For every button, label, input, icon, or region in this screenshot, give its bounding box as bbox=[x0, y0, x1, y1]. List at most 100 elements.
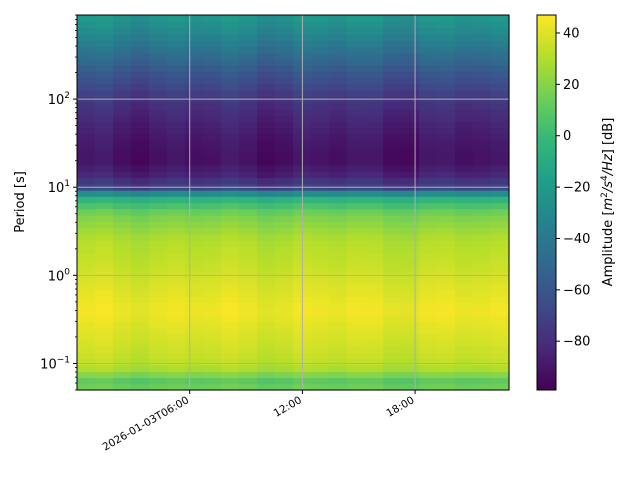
heatmap-cell bbox=[329, 83, 348, 91]
heatmap-cell bbox=[365, 21, 384, 29]
heatmap-cell bbox=[221, 227, 240, 235]
heatmap-cell bbox=[455, 83, 474, 91]
heatmap-cell bbox=[221, 252, 240, 260]
heatmap-cell bbox=[167, 158, 186, 166]
heatmap-cell bbox=[95, 102, 114, 110]
heatmap-cell bbox=[185, 52, 204, 60]
heatmap-cell bbox=[257, 102, 276, 110]
heatmap-cell bbox=[419, 352, 438, 360]
colorbar-label-prefix: Amplitude [ bbox=[601, 210, 616, 286]
heatmap-cell bbox=[311, 221, 330, 229]
heatmap-cell bbox=[311, 208, 330, 216]
heatmap-cell bbox=[311, 146, 330, 154]
heatmap-cell bbox=[257, 265, 276, 272]
heatmap-cell bbox=[347, 52, 366, 60]
heatmap-cell bbox=[455, 271, 474, 279]
heatmap-cell bbox=[275, 346, 294, 354]
heatmap-cell bbox=[257, 283, 276, 291]
heatmap-cell bbox=[149, 208, 168, 216]
heatmap-cell bbox=[401, 227, 420, 235]
heatmap-cell bbox=[131, 65, 150, 72]
heatmap-cell bbox=[239, 33, 258, 41]
heatmap-cell bbox=[131, 15, 150, 22]
heatmap-cell bbox=[257, 233, 276, 241]
heatmap-cell bbox=[77, 371, 96, 379]
heatmap-cell bbox=[239, 271, 258, 279]
heatmap-cell bbox=[221, 383, 240, 391]
heatmap-cell bbox=[257, 302, 276, 310]
heatmap-cell bbox=[257, 27, 276, 35]
heatmap-cell bbox=[455, 33, 474, 41]
heatmap-cell bbox=[383, 383, 402, 391]
heatmap-cell bbox=[473, 383, 492, 391]
heatmap-cell bbox=[239, 146, 258, 154]
heatmap-cell bbox=[149, 77, 168, 85]
heatmap-cell bbox=[113, 196, 132, 204]
heatmap-cell bbox=[149, 333, 168, 341]
heatmap-cell bbox=[185, 208, 204, 216]
heatmap-cell bbox=[131, 165, 150, 172]
heatmap-cell bbox=[491, 65, 510, 72]
heatmap-cell bbox=[185, 240, 204, 247]
heatmap-cell bbox=[437, 233, 456, 241]
heatmap-cell bbox=[167, 202, 186, 210]
heatmap-cell bbox=[239, 215, 258, 222]
heatmap-cell bbox=[113, 83, 132, 91]
heatmap-cell bbox=[491, 352, 510, 360]
heatmap-cell bbox=[365, 115, 384, 122]
heatmap-cell bbox=[149, 133, 168, 141]
heatmap-cell bbox=[365, 202, 384, 210]
heatmap-cell bbox=[239, 58, 258, 66]
heatmap-cell bbox=[95, 202, 114, 210]
heatmap-cell bbox=[77, 233, 96, 241]
heatmap-cell bbox=[347, 58, 366, 66]
heatmap-cell bbox=[365, 258, 384, 266]
heatmap-cell bbox=[275, 71, 294, 79]
heatmap-cell bbox=[347, 258, 366, 266]
heatmap-cell bbox=[77, 296, 96, 304]
heatmap-cell bbox=[365, 190, 384, 197]
heatmap-cell bbox=[257, 296, 276, 304]
heatmap-cell bbox=[221, 190, 240, 197]
heatmap-cell bbox=[77, 346, 96, 354]
heatmap-cell bbox=[365, 127, 384, 135]
heatmap-cell bbox=[347, 71, 366, 79]
heatmap-cell bbox=[221, 96, 240, 104]
heatmap-cell bbox=[113, 321, 132, 329]
heatmap-cell bbox=[491, 40, 510, 47]
heatmap-cell bbox=[419, 240, 438, 247]
heatmap-cell bbox=[329, 58, 348, 66]
heatmap-cell bbox=[473, 283, 492, 291]
heatmap-cell bbox=[437, 296, 456, 304]
heatmap-cell bbox=[167, 383, 186, 391]
heatmap-cell bbox=[437, 90, 456, 97]
heatmap-cell bbox=[365, 290, 384, 297]
heatmap-cell bbox=[131, 327, 150, 335]
heatmap-cell bbox=[149, 340, 168, 347]
heatmap-cell bbox=[329, 302, 348, 310]
heatmap-cell bbox=[77, 15, 96, 22]
heatmap-cell bbox=[167, 152, 186, 160]
heatmap-cell bbox=[203, 283, 222, 291]
heatmap-cell bbox=[275, 77, 294, 85]
heatmap-cell bbox=[167, 358, 186, 366]
heatmap-cell bbox=[491, 227, 510, 235]
heatmap-cell bbox=[149, 277, 168, 285]
heatmap-cell bbox=[185, 58, 204, 66]
heatmap-cell bbox=[185, 277, 204, 285]
x-tick-label: 12:00 bbox=[272, 394, 304, 420]
heatmap-cell bbox=[347, 377, 366, 385]
heatmap-cell bbox=[185, 165, 204, 172]
heatmap-cell bbox=[95, 233, 114, 241]
heatmap-cell bbox=[149, 115, 168, 122]
heatmap-cell bbox=[437, 202, 456, 210]
heatmap-cell bbox=[185, 283, 204, 291]
heatmap-cell bbox=[275, 158, 294, 166]
heatmap-cell bbox=[383, 315, 402, 322]
heatmap-cell bbox=[437, 146, 456, 154]
heatmap-cell bbox=[365, 46, 384, 54]
heatmap-cell bbox=[131, 77, 150, 85]
heatmap-cell bbox=[239, 252, 258, 260]
heatmap-cell bbox=[149, 321, 168, 329]
heatmap-cell bbox=[95, 190, 114, 197]
